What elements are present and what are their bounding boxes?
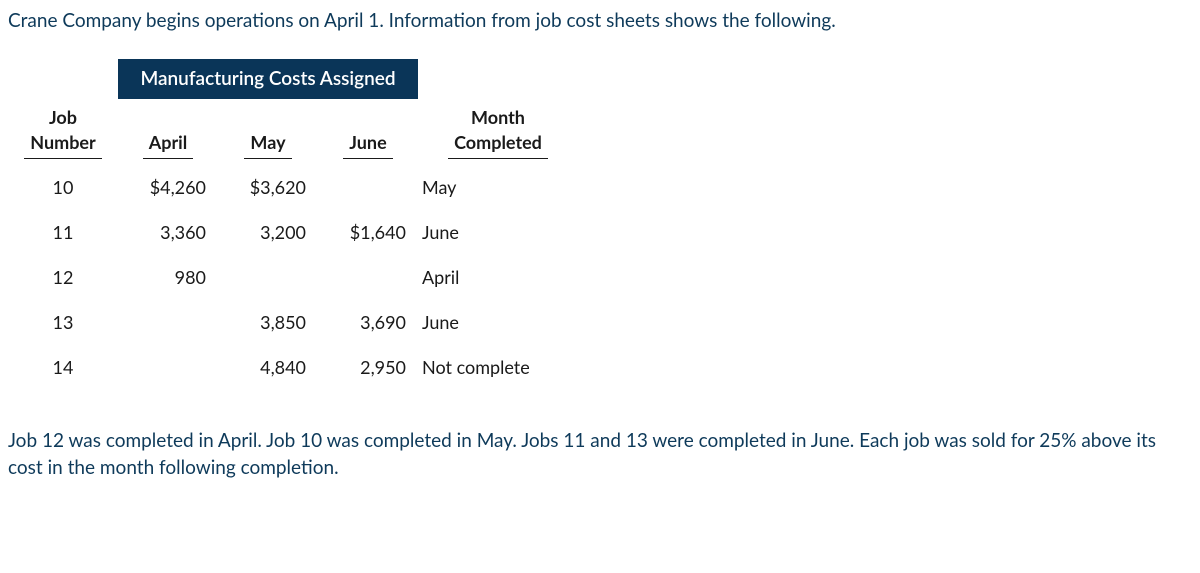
col-header-job: Job Number (8, 99, 118, 164)
col-header-completed: Month Completed (418, 99, 578, 164)
header-june: June (349, 131, 386, 153)
cell-completed: June (418, 210, 578, 255)
banner-cell: Manufacturing Costs Assigned (118, 59, 418, 100)
cell-completed: May (418, 165, 578, 210)
table-row: 11 3,360 3,200 $1,640 June (8, 210, 578, 255)
col-header-april: April (118, 99, 218, 164)
cell-completed: April (418, 255, 578, 300)
table-row: 14 4,840 2,950 Not complete (8, 345, 578, 390)
footer-note: Job 12 was completed in April. Job 10 wa… (8, 427, 1192, 482)
cell-june: 2,950 (318, 345, 418, 390)
col-header-may: May (218, 99, 318, 164)
header-april: April (149, 131, 187, 153)
cell-may: 3,850 (218, 300, 318, 345)
cell-april: 980 (118, 255, 218, 300)
job-cost-table: Manufacturing Costs Assigned Job Number … (8, 59, 578, 391)
cell-june: $1,640 (318, 210, 418, 255)
cell-april (118, 300, 218, 345)
table-row: 13 3,850 3,690 June (8, 300, 578, 345)
header-month-line2: Completed (454, 131, 542, 153)
table-row: 12 980 April (8, 255, 578, 300)
header-job-line1: Job (49, 106, 77, 128)
cell-june (318, 165, 418, 210)
cell-job: 14 (8, 345, 118, 390)
cell-may: $3,620 (218, 165, 318, 210)
cell-completed: June (418, 300, 578, 345)
header-row: Job Number April May June Month Complete… (8, 99, 578, 164)
header-job-line2: Number (30, 131, 95, 153)
intro-text: Crane Company begins operations on April… (8, 8, 1192, 35)
cell-april: 3,360 (118, 210, 218, 255)
header-month-line1: Month (471, 106, 525, 128)
cell-june (318, 255, 418, 300)
cell-job: 12 (8, 255, 118, 300)
cell-june: 3,690 (318, 300, 418, 345)
cell-april (118, 345, 218, 390)
col-header-june: June (318, 99, 418, 164)
cell-job: 10 (8, 165, 118, 210)
cell-april: $4,260 (118, 165, 218, 210)
banner-row: Manufacturing Costs Assigned (8, 59, 578, 100)
header-may: May (250, 131, 285, 153)
cell-job: 11 (8, 210, 118, 255)
cell-completed: Not complete (418, 345, 578, 390)
table-row: 10 $4,260 $3,620 May (8, 165, 578, 210)
cell-may (218, 255, 318, 300)
cell-may: 4,840 (218, 345, 318, 390)
cell-may: 3,200 (218, 210, 318, 255)
cell-job: 13 (8, 300, 118, 345)
